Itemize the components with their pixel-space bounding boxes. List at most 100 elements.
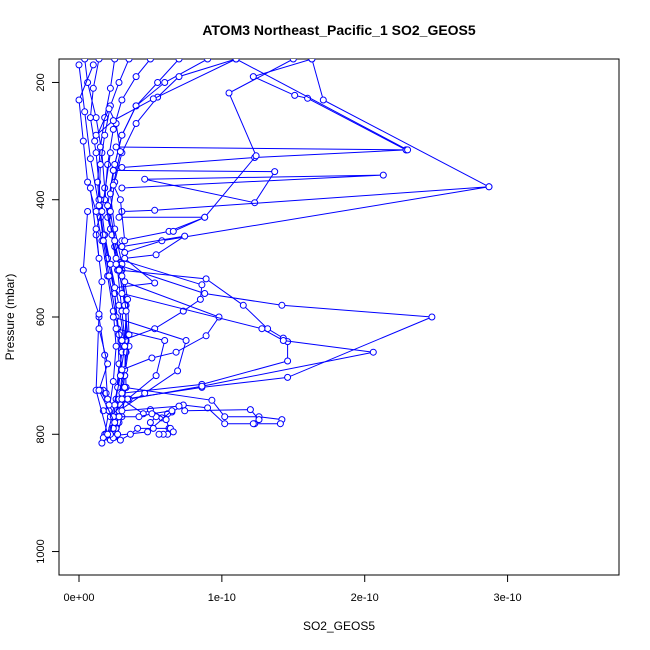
series-line <box>115 257 203 341</box>
data-point <box>111 419 119 426</box>
series-line <box>235 59 408 151</box>
data-point <box>118 243 126 251</box>
data-point <box>112 143 120 151</box>
data-point <box>115 266 123 274</box>
data-point <box>278 301 286 309</box>
data-point <box>95 196 103 204</box>
data-point <box>79 266 87 274</box>
data-point <box>95 202 103 210</box>
data-point <box>95 59 103 63</box>
series-25 <box>118 402 263 428</box>
data-point <box>149 95 157 103</box>
data-point <box>208 396 216 404</box>
data-point <box>155 430 163 438</box>
plot-frame <box>58 58 620 576</box>
data-point <box>148 354 156 362</box>
series-line <box>115 263 433 400</box>
data-point <box>134 424 142 432</box>
data-point <box>112 325 120 333</box>
data-point <box>104 395 112 403</box>
data-point <box>225 89 233 97</box>
series-37 <box>92 149 114 262</box>
data-point <box>104 202 112 210</box>
series-line <box>98 328 116 423</box>
data-point <box>126 430 134 438</box>
data-point <box>86 114 94 122</box>
chart-title: ATOM3 Northeast_Pacific_1 SO2_GEOS5 <box>202 22 476 38</box>
data-point <box>271 168 279 176</box>
data-point <box>132 120 140 127</box>
data-point <box>118 407 126 415</box>
data-point <box>105 272 113 280</box>
series-35 <box>232 59 412 154</box>
data-point <box>152 251 160 259</box>
data-point <box>175 402 183 410</box>
data-point <box>118 272 126 280</box>
data-point <box>111 59 119 63</box>
series-layer <box>75 59 493 447</box>
data-point <box>118 164 126 171</box>
data-point <box>112 260 120 268</box>
data-point <box>121 383 129 391</box>
x-tick-label: 3e-10 <box>494 592 522 604</box>
series-29 <box>91 105 129 245</box>
data-point <box>249 73 257 81</box>
data-point <box>276 420 284 428</box>
y-tick-label: 800 <box>35 425 47 443</box>
data-point <box>161 337 169 344</box>
data-point <box>111 401 119 409</box>
series-line <box>173 59 294 232</box>
x-tick-label: 0e+00 <box>64 592 95 604</box>
data-point <box>152 372 160 380</box>
data-point <box>122 307 130 315</box>
y-tick-label: 600 <box>35 308 47 326</box>
data-point <box>92 149 100 157</box>
y-axis: 200 400 600 800 1000 <box>35 73 60 564</box>
series-line <box>95 152 111 259</box>
series-line <box>113 169 384 204</box>
series-line <box>251 59 407 151</box>
data-point <box>289 59 297 63</box>
data-point <box>116 196 124 204</box>
data-point <box>149 424 157 432</box>
series-line <box>95 59 237 136</box>
data-point <box>485 183 493 191</box>
data-point <box>146 59 154 63</box>
data-point <box>116 148 124 156</box>
series-38 <box>95 325 119 426</box>
data-point <box>81 59 89 63</box>
data-point <box>246 406 254 414</box>
data-point <box>109 378 117 385</box>
data-point <box>95 325 103 333</box>
data-point <box>221 413 229 421</box>
data-point <box>135 413 143 421</box>
data-point <box>106 84 114 92</box>
data-point <box>112 254 120 262</box>
data-point <box>232 59 240 63</box>
data-point <box>118 337 126 344</box>
data-point <box>104 360 112 368</box>
data-point <box>105 105 113 113</box>
data-point <box>198 281 206 289</box>
data-point <box>109 117 117 125</box>
series-6 <box>75 61 126 438</box>
data-point <box>201 290 209 297</box>
data-point <box>111 284 119 292</box>
data-point <box>404 146 412 154</box>
data-point <box>98 439 106 447</box>
data-point <box>291 91 299 99</box>
series-line <box>114 235 185 289</box>
data-point <box>181 407 189 415</box>
y-tick-label: 400 <box>35 191 47 209</box>
data-point <box>75 61 83 69</box>
data-point <box>125 59 133 63</box>
data-point <box>95 310 103 318</box>
data-point <box>75 96 83 104</box>
data-point <box>115 213 123 221</box>
data-point <box>101 131 109 139</box>
series-22 <box>106 325 169 421</box>
data-point <box>308 59 316 63</box>
data-point <box>118 96 126 104</box>
y-axis-label: Pressure (mbar) <box>3 274 17 361</box>
series-line <box>121 186 490 253</box>
